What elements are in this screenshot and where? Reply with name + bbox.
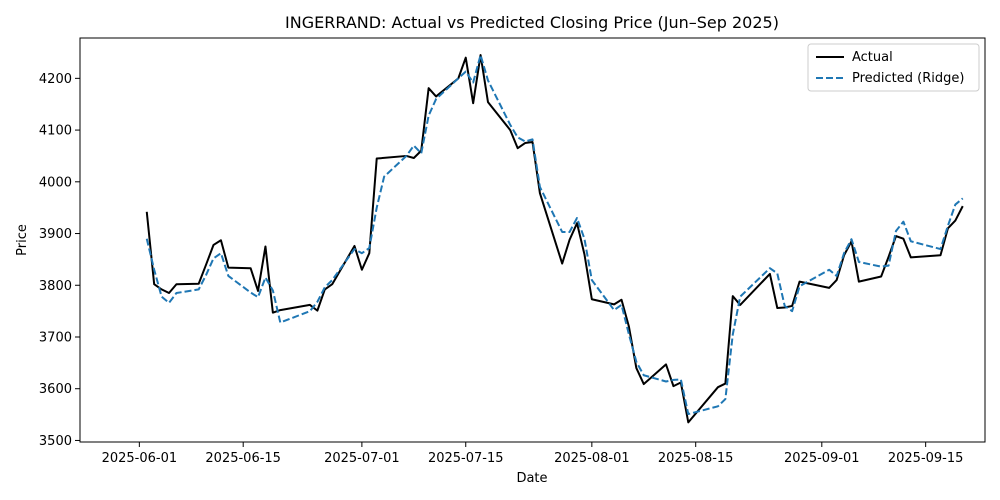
x-axis-label: Date (516, 471, 547, 486)
y-tick-label: 4200 (39, 72, 72, 87)
x-tick-label: 2025-08-15 (658, 451, 734, 466)
y-tick-label: 3500 (39, 434, 72, 449)
y-tick-label: 3600 (39, 382, 72, 397)
series-line-predicted (145, 54, 964, 416)
plot-area (145, 54, 964, 424)
y-tick-label: 4100 (39, 124, 72, 139)
legend-label-predicted: Predicted (Ridge) (852, 71, 964, 86)
chart-title: INGERRAND: Actual vs Predicted Closing P… (285, 13, 779, 32)
y-tick-label: 4000 (39, 175, 72, 190)
y-tick-label: 3800 (39, 279, 72, 294)
y-tick-label: 3700 (39, 330, 72, 345)
series-line-actual (145, 54, 964, 424)
x-tick-label: 2025-06-15 (205, 451, 281, 466)
x-tick-label: 2025-08-01 (554, 451, 630, 466)
x-tick-label: 2025-07-01 (324, 451, 400, 466)
y-tick-label: 3900 (39, 227, 72, 242)
plot-frame (79, 37, 986, 443)
x-tick-label: 2025-09-15 (888, 451, 964, 466)
x-tick-label: 2025-09-01 (784, 451, 860, 466)
x-tick-label: 2025-07-15 (428, 451, 504, 466)
y-axis-label: Price (15, 224, 30, 256)
legend-box (807, 43, 980, 92)
legend-label-actual: Actual (852, 50, 893, 65)
legend: Actual Predicted (Ridge) (807, 43, 980, 92)
x-axis-ticks: 2025-06-01 2025-06-15 2025-07-01 2025-07-15… (102, 442, 964, 466)
x-tick-label: 2025-06-01 (102, 451, 178, 466)
y-axis-ticks: 3500 3600 3700 3800 3900 4000 4100 4200 (39, 72, 80, 449)
